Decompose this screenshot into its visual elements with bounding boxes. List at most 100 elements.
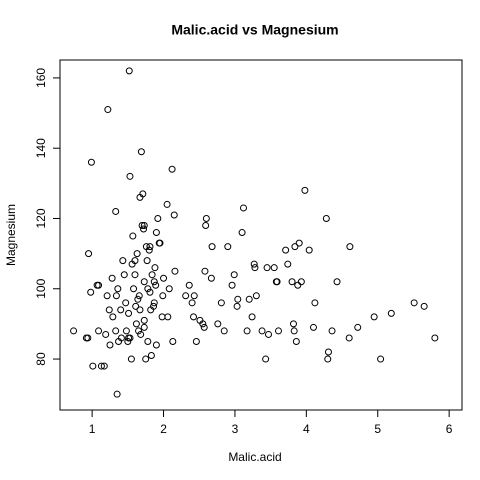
- point: [431, 334, 439, 342]
- point: [151, 264, 159, 272]
- plot-frame: [59, 59, 463, 411]
- point: [70, 327, 78, 335]
- point: [87, 288, 95, 296]
- point: [131, 271, 139, 279]
- x-tick-label: 6: [446, 422, 453, 436]
- point: [238, 229, 246, 237]
- point: [420, 302, 428, 310]
- point: [292, 337, 300, 345]
- point: [129, 232, 137, 240]
- point: [122, 299, 130, 307]
- point: [95, 327, 103, 335]
- point: [144, 285, 152, 293]
- point: [245, 295, 253, 303]
- point: [122, 327, 130, 335]
- point: [354, 323, 362, 331]
- point: [109, 313, 117, 321]
- point: [89, 362, 97, 370]
- point: [147, 352, 155, 360]
- point: [252, 292, 260, 300]
- x-tick-label: 5: [374, 422, 381, 436]
- point: [100, 362, 108, 370]
- point: [220, 327, 228, 335]
- point: [224, 243, 232, 251]
- point: [251, 264, 259, 272]
- point: [207, 274, 215, 282]
- point: [136, 306, 144, 314]
- point: [144, 337, 152, 345]
- point: [84, 334, 92, 342]
- point: [112, 292, 120, 300]
- point: [328, 327, 336, 335]
- point: [370, 313, 378, 321]
- point: [200, 323, 208, 331]
- point: [333, 278, 341, 286]
- point: [284, 260, 292, 268]
- point: [248, 313, 256, 321]
- point: [182, 292, 190, 300]
- point: [134, 295, 142, 303]
- point: [387, 309, 395, 317]
- point: [288, 278, 296, 286]
- point: [95, 281, 103, 289]
- point: [233, 302, 241, 310]
- point: [140, 222, 148, 230]
- point: [188, 299, 196, 307]
- point: [148, 271, 156, 279]
- y-tick-label: 140: [34, 138, 48, 158]
- x-axis-label: Malic.acid: [228, 450, 281, 464]
- point: [156, 239, 164, 247]
- point: [201, 267, 209, 275]
- point: [163, 200, 171, 208]
- point: [112, 327, 120, 335]
- point: [140, 225, 148, 233]
- point: [104, 106, 112, 114]
- point: [87, 158, 95, 166]
- point: [234, 295, 242, 303]
- point: [345, 334, 353, 342]
- point: [135, 327, 143, 335]
- point: [311, 299, 319, 307]
- point: [117, 306, 125, 314]
- point: [150, 299, 158, 307]
- point: [114, 285, 122, 293]
- point: [171, 267, 179, 275]
- point: [137, 330, 145, 338]
- point: [294, 281, 302, 289]
- point: [145, 246, 153, 254]
- point: [125, 309, 133, 317]
- point: [132, 320, 140, 328]
- point: [130, 285, 138, 293]
- point: [119, 257, 127, 265]
- point: [263, 264, 271, 272]
- point: [185, 281, 193, 289]
- x-tick-label: 3: [232, 422, 239, 436]
- point: [113, 390, 121, 398]
- point: [410, 299, 418, 307]
- point: [127, 355, 135, 363]
- point: [190, 292, 198, 300]
- point: [301, 186, 309, 194]
- point: [202, 222, 210, 230]
- point: [170, 211, 178, 219]
- point: [158, 313, 166, 321]
- point: [117, 334, 125, 342]
- point: [142, 355, 150, 363]
- point: [150, 278, 158, 286]
- y-tick-label: 120: [34, 208, 48, 228]
- point: [126, 334, 134, 342]
- point: [108, 274, 116, 282]
- point: [324, 355, 332, 363]
- point: [120, 271, 128, 279]
- point: [131, 257, 139, 265]
- point: [125, 67, 133, 75]
- x-tick-label: 4: [303, 422, 310, 436]
- point: [282, 246, 290, 254]
- point: [85, 250, 93, 258]
- point: [106, 341, 114, 349]
- chart-title: Malic.acid vs Magnesium: [171, 22, 338, 38]
- point: [243, 327, 251, 335]
- y-axis-label: Magnesium: [4, 204, 18, 266]
- point: [217, 299, 225, 307]
